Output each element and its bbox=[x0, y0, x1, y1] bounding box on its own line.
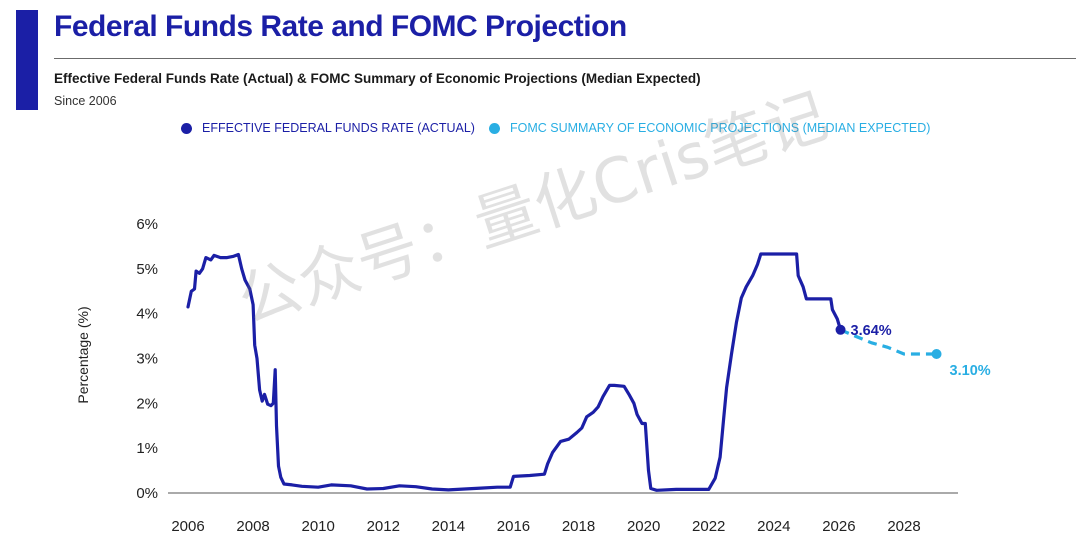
x-tick-label: 2014 bbox=[432, 518, 465, 534]
data-label-projection: 3.10% bbox=[950, 363, 991, 379]
page-title: Federal Funds Rate and FOMC Projection bbox=[54, 10, 627, 43]
x-tick-label: 2010 bbox=[301, 518, 334, 534]
x-tick-label: 2018 bbox=[562, 518, 595, 534]
data-label-actual: 3.64% bbox=[851, 323, 892, 339]
x-tick-label: 2020 bbox=[627, 518, 660, 534]
x-tick-label: 2024 bbox=[757, 518, 790, 534]
since-note: Since 2006 bbox=[54, 94, 117, 108]
y-tick-label: 3% bbox=[136, 351, 158, 368]
legend-item-projection[interactable]: FOMC SUMMARY OF ECONOMIC PROJECTIONS (ME… bbox=[489, 121, 930, 135]
endpoint-marker-projection bbox=[931, 349, 942, 360]
annotations-layer: 3.64% 3.10% bbox=[835, 323, 991, 379]
x-tick-label: 2022 bbox=[692, 518, 725, 534]
x-tick-label: 2028 bbox=[887, 518, 920, 534]
y-tick-label: 5% bbox=[136, 261, 158, 278]
legend-dot-actual-icon bbox=[181, 122, 192, 134]
axes-layer: 0% 1% 2% 3% 4% 5% 6% 2006 2008 2010 2012 2014 2016 20… bbox=[136, 216, 958, 534]
y-tick-label: 6% bbox=[136, 216, 158, 233]
x-tick-label: 2012 bbox=[367, 518, 400, 534]
chart-subtitle: Effective Federal Funds Rate (Actual) & … bbox=[54, 71, 701, 86]
x-tick-label: 2008 bbox=[236, 518, 269, 534]
series-line-actual bbox=[186, 252, 843, 492]
legend-label-actual: EFFECTIVE FEDERAL FUNDS RATE (ACTUAL) bbox=[202, 121, 475, 135]
legend-item-actual[interactable]: EFFECTIVE FEDERAL FUNDS RATE (ACTUAL) bbox=[181, 121, 475, 135]
y-tick-label: 1% bbox=[136, 440, 158, 457]
legend-dot-projection-icon bbox=[489, 122, 500, 134]
x-tick-label: 2026 bbox=[822, 518, 855, 534]
title-divider bbox=[54, 58, 1076, 59]
endpoint-marker-actual bbox=[835, 324, 846, 335]
y-axis-label: Percentage (%) bbox=[75, 306, 91, 403]
y-tick-label: 2% bbox=[136, 395, 158, 412]
chart-legend: EFFECTIVE FEDERAL FUNDS RATE (ACTUAL) FO… bbox=[0, 121, 1080, 141]
series-layer bbox=[186, 252, 937, 492]
x-tick-label: 2016 bbox=[497, 518, 530, 534]
accent-bar bbox=[16, 10, 38, 110]
legend-label-projection: FOMC SUMMARY OF ECONOMIC PROJECTIONS (ME… bbox=[510, 121, 931, 135]
x-tick-label: 2006 bbox=[171, 518, 204, 534]
y-tick-label: 4% bbox=[136, 306, 158, 323]
y-tick-label: 0% bbox=[136, 485, 158, 502]
